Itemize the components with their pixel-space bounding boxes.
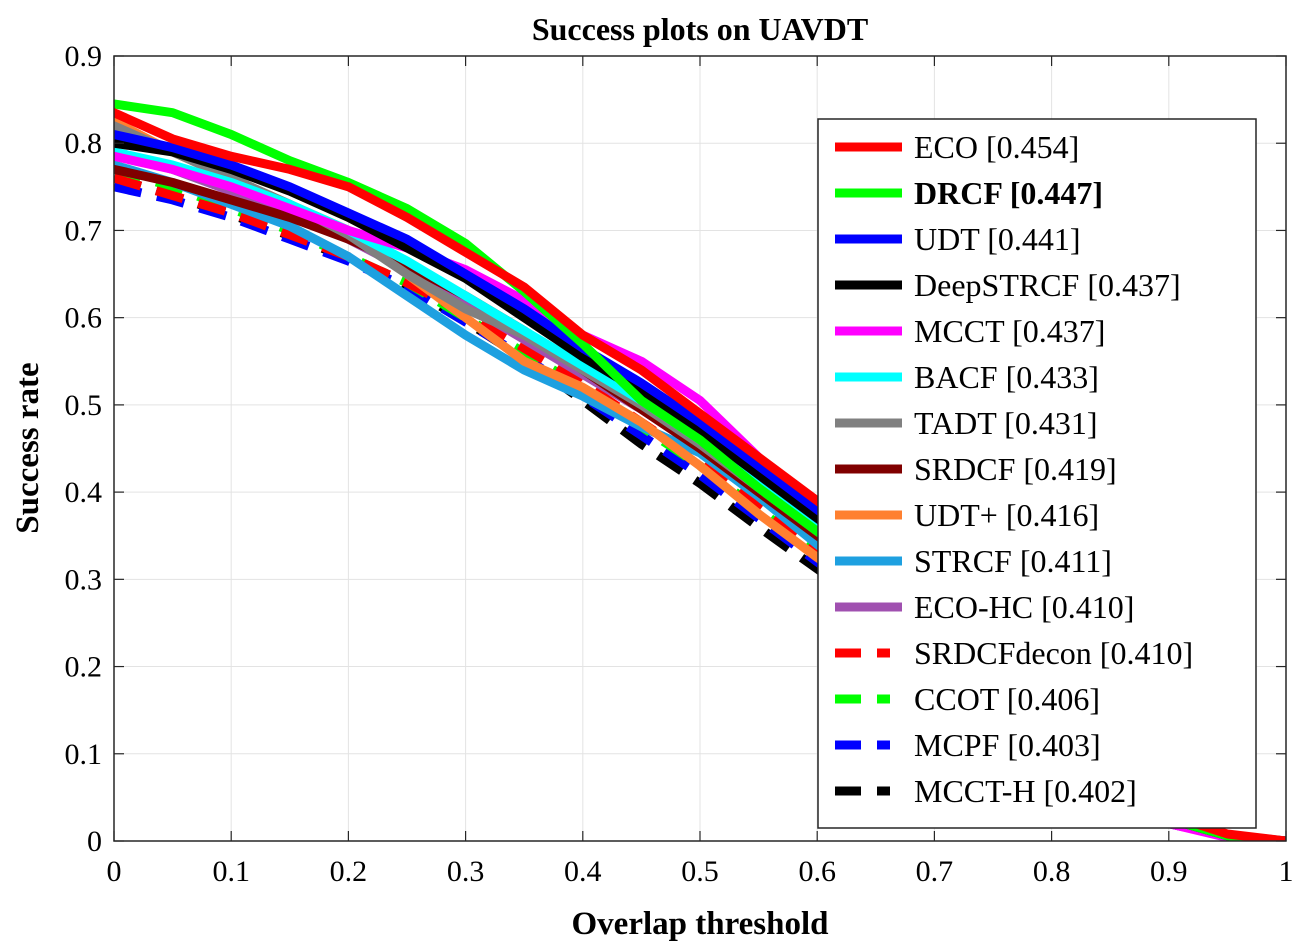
x-tick-label: 0.5: [681, 855, 719, 888]
y-tick-label: 0.2: [65, 651, 103, 684]
legend-label-udt-: UDT+ [0.416]: [914, 497, 1099, 533]
legend-label-eco: ECO [0.454]: [914, 129, 1079, 165]
x-axis-label: Overlap threshold: [572, 906, 829, 942]
legend-label-tadt: TADT [0.431]: [914, 405, 1097, 441]
x-tick-label: 0.4: [564, 855, 602, 888]
y-tick-label: 0.5: [65, 389, 103, 422]
y-tick-label: 0.1: [65, 738, 103, 771]
y-tick-label: 0: [87, 825, 102, 858]
y-tick-label: 0.8: [65, 127, 103, 160]
legend-label-srdcf: SRDCF [0.419]: [914, 451, 1117, 487]
legend-label-mcct-h: MCCT-H [0.402]: [914, 773, 1137, 809]
x-tick-label: 0.3: [447, 855, 485, 888]
legend-label-eco-hc: ECO-HC [0.410]: [914, 589, 1134, 625]
legend-label-ccot: CCOT [0.406]: [914, 681, 1100, 717]
legend-label-mcct: MCCT [0.437]: [914, 313, 1105, 349]
legend-label-udt: UDT [0.441]: [914, 221, 1081, 257]
y-tick-label: 0.6: [65, 302, 103, 335]
y-tick-label: 0.7: [65, 214, 103, 247]
y-tick-label: 0.4: [65, 476, 103, 509]
x-tick-label: 0.9: [1150, 855, 1188, 888]
chart-title: Success plots on UAVDT: [532, 11, 868, 47]
x-tick-label: 1: [1279, 855, 1294, 888]
x-tick-label: 0: [107, 855, 122, 888]
y-axis-label: Success rate: [10, 362, 46, 533]
y-tick-label: 0.3: [65, 563, 103, 596]
axis-ticks: 0 0.1 0.2 0.3 0.4 0.5 0.6 0.7 0.8 0.9 1 0 0.1 0.2 0.3 0…: [65, 40, 1294, 888]
x-tick-label: 0.8: [1033, 855, 1071, 888]
x-tick-label: 0.6: [798, 855, 836, 888]
y-tick-label: 0.9: [65, 40, 103, 73]
legend-label-deepstrcf: DeepSTRCF [0.437]: [914, 267, 1181, 303]
legend-label-bacf: BACF [0.433]: [914, 359, 1099, 395]
legend-label-strcf: STRCF [0.411]: [914, 543, 1112, 579]
x-tick-label: 0.1: [212, 855, 250, 888]
legend-label-srdcfdecon: SRDCFdecon [0.410]: [914, 635, 1193, 671]
x-tick-label: 0.7: [916, 855, 954, 888]
legend-label-mcpf: MCPF [0.403]: [914, 727, 1101, 763]
legend: ECO [0.454] DRCF [0.447] UDT [0.441] DeepST…: [817, 118, 1257, 829]
legend-label-drcf: DRCF [0.447]: [914, 175, 1103, 211]
x-tick-label: 0.2: [330, 855, 368, 888]
